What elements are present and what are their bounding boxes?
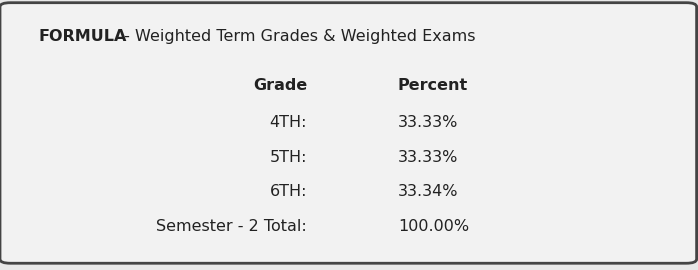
Text: 4TH:: 4TH: [269,115,307,130]
Text: 100.00%: 100.00% [398,219,469,234]
Text: 5TH:: 5TH: [269,150,307,165]
Text: FORMULA: FORMULA [38,29,127,44]
Text: 33.33%: 33.33% [398,150,458,165]
Text: Grade: Grade [253,77,307,93]
Text: 33.33%: 33.33% [398,115,458,130]
Text: Semester - 2 Total:: Semester - 2 Total: [156,219,307,234]
FancyBboxPatch shape [0,3,697,263]
Text: - Weighted Term Grades & Weighted Exams: - Weighted Term Grades & Weighted Exams [119,29,475,44]
Text: 33.34%: 33.34% [398,184,459,200]
Text: 6TH:: 6TH: [269,184,307,200]
Text: Percent: Percent [398,77,468,93]
